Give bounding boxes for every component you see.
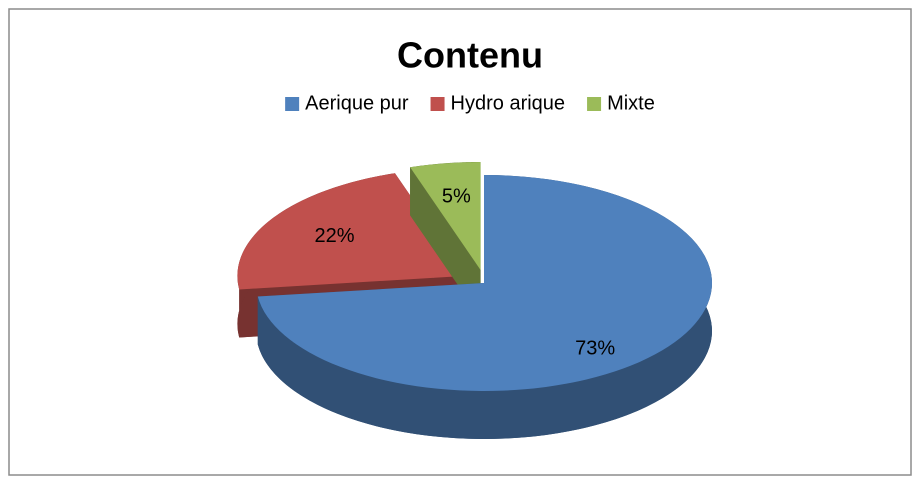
- legend-item: Mixte: [587, 92, 655, 114]
- slice: [257, 175, 712, 391]
- legend-swatch: [285, 97, 300, 111]
- data-label: 22%: [315, 225, 355, 247]
- legend-label: Mixte: [607, 92, 655, 114]
- legend-swatch: [430, 97, 445, 111]
- data-label: 73%: [575, 338, 615, 360]
- legend-label: Aerique pur: [305, 92, 409, 114]
- slice: [237, 173, 466, 290]
- pie: 73% 22% 5%: [237, 161, 712, 439]
- chart-title: Contenu: [397, 35, 543, 76]
- legend-label: Hydro arique: [451, 92, 566, 114]
- data-label: 5%: [442, 186, 471, 208]
- legend-item: Aerique pur: [285, 92, 409, 114]
- legend: Aerique pur Hydro arique Mixte: [285, 92, 655, 114]
- legend-swatch: [587, 97, 602, 111]
- legend-item: Hydro arique: [430, 92, 566, 114]
- slice: [410, 161, 481, 270]
